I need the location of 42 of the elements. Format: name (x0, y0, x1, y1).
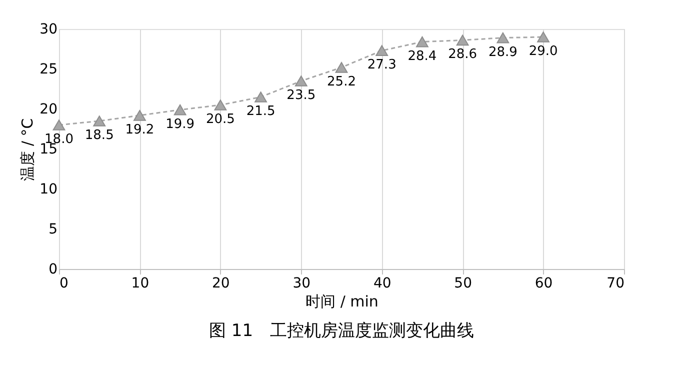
point (93, 116, 106, 126)
x-tick-label: 0 (60, 276, 68, 292)
x-tick-label: 10 (131, 276, 150, 292)
y-axis-title: 温度 / °C (18, 118, 37, 181)
y-tick-label: 0 (48, 262, 58, 278)
point (416, 36, 428, 48)
data-label: 21.5 (246, 104, 276, 119)
data-label: 19.2 (125, 122, 154, 138)
x-tick-label: 40 (373, 276, 392, 292)
y-tick-label: 10 (40, 182, 58, 198)
point (294, 76, 308, 86)
data-label: 29.0 (528, 44, 558, 59)
x-tick-label: 60 (534, 276, 553, 292)
data-label: 18.5 (84, 128, 114, 143)
data-label: 23.5 (286, 88, 316, 103)
point (254, 92, 267, 102)
y-tick-label: 30 (40, 22, 58, 38)
data-label: 20.5 (206, 112, 235, 127)
y-tick-label: 20 (40, 102, 58, 118)
point (496, 32, 510, 44)
x-axis-title: 时间 / min (306, 292, 378, 310)
y-tick-label: 25 (40, 62, 58, 78)
point (376, 45, 388, 56)
point (537, 32, 550, 42)
data-label: 28.6 (448, 47, 478, 62)
point (456, 34, 469, 46)
point (335, 62, 348, 73)
x-tick-label: 20 (212, 276, 230, 292)
point (214, 100, 227, 110)
point (174, 104, 186, 116)
x-tick-label: 30 (292, 276, 311, 292)
data-label: 19.9 (166, 116, 195, 132)
data-label: 25.2 (327, 74, 356, 90)
point (52, 120, 66, 130)
y-tick-label: 5 (48, 222, 58, 238)
x-tick-label: 50 (454, 276, 472, 292)
point (134, 110, 146, 121)
data-label: 27.3 (367, 58, 396, 73)
data-label: 28.4 (408, 48, 437, 64)
data-label: 28.9 (488, 44, 518, 60)
x-tick-label: 70 (606, 276, 624, 292)
text: 图 11 工控机房温度监测变化曲线 (208, 321, 474, 341)
